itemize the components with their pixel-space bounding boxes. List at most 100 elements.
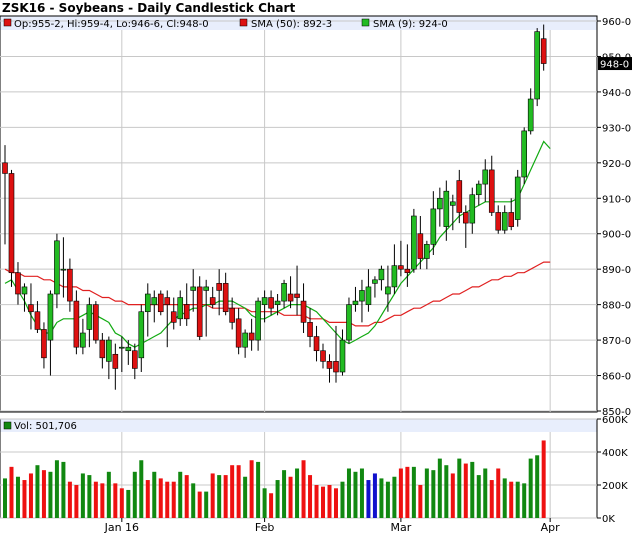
volume-bar <box>100 483 105 518</box>
x-tick-label: Feb <box>255 521 274 534</box>
candle <box>112 343 119 390</box>
candle-body <box>235 318 242 348</box>
candle <box>378 265 385 291</box>
candle <box>261 290 268 323</box>
candle <box>60 237 67 298</box>
candle <box>294 265 300 316</box>
price-tick-label: 870-0 <box>602 336 631 347</box>
volume-bar <box>165 481 170 518</box>
candle <box>281 279 287 309</box>
candle <box>300 283 307 333</box>
candle <box>450 194 456 231</box>
candle-body <box>540 38 547 64</box>
candle-body <box>521 130 528 178</box>
sma9-legend-swatch <box>361 18 370 27</box>
price-tick-label: 930-0 <box>602 123 631 134</box>
candle <box>514 169 521 227</box>
volume-legend-bar <box>0 419 597 432</box>
candle-body <box>488 169 495 213</box>
sma50-legend-swatch <box>239 18 248 27</box>
candle <box>99 333 106 369</box>
candle-body <box>359 290 365 302</box>
candle-body <box>320 350 326 362</box>
candle-body <box>60 268 67 271</box>
volume-bar <box>204 491 209 518</box>
candle <box>501 205 508 234</box>
candle <box>540 24 547 71</box>
ohlc-legend: Op:955-2, Hi:959-4, Lo:946-6, Cl:948-0 <box>14 19 209 30</box>
sma9-legend: SMA (9): 924-0 <box>373 19 448 30</box>
candle-body <box>190 286 197 291</box>
volume-bar <box>132 471 137 518</box>
candle <box>411 208 417 273</box>
candle-body <box>443 190 450 227</box>
volume-bar <box>295 468 300 518</box>
candle <box>196 276 203 341</box>
candle <box>287 276 294 309</box>
candle-body <box>274 300 281 305</box>
candle-body <box>229 307 235 323</box>
volume-bar <box>379 478 384 518</box>
volume-bar <box>35 465 40 518</box>
volume-bar <box>418 485 423 518</box>
volume-bar <box>139 460 144 518</box>
candle-body <box>47 293 54 341</box>
volume-bar <box>509 481 514 518</box>
candle <box>268 290 274 316</box>
last-price-label: 948-0 <box>598 57 632 71</box>
volume-bar <box>535 455 540 518</box>
candle-body <box>307 322 313 337</box>
x-tick-label: Jan 16 <box>104 521 139 534</box>
candle-body <box>21 286 28 295</box>
candle-body <box>391 265 398 288</box>
candle <box>229 297 235 330</box>
candle <box>2 145 8 245</box>
volume-bar <box>230 465 235 518</box>
price-tick-label: 850-0 <box>602 407 631 418</box>
candle-body <box>294 293 300 298</box>
volume-bar <box>457 458 462 518</box>
candle-body <box>2 162 8 174</box>
candle-body <box>300 300 307 323</box>
candle <box>274 294 281 316</box>
candle <box>183 283 190 326</box>
last-price-text: 948-0 <box>600 60 629 71</box>
volume-bar <box>87 475 92 518</box>
volume-bar <box>541 440 546 518</box>
candle-body <box>326 361 333 369</box>
candle <box>132 343 138 380</box>
volume-bar <box>119 488 124 518</box>
candle <box>151 290 158 323</box>
price-tick-label: 860-0 <box>602 372 631 383</box>
candle-body <box>514 176 521 220</box>
candle <box>391 244 398 294</box>
candle <box>15 262 21 305</box>
volume-bar <box>184 475 189 518</box>
candle <box>41 322 47 369</box>
candle-body <box>80 332 86 348</box>
candle <box>47 290 54 376</box>
chart-title: ZSK16 - Soybeans - Daily Candlestick Cha… <box>2 1 295 15</box>
volume-bar <box>489 480 494 518</box>
candle-body <box>125 346 132 352</box>
volume-bar <box>301 460 306 518</box>
volume-bar <box>327 485 332 518</box>
candle <box>86 297 93 348</box>
candle-body <box>112 353 119 369</box>
candle-body <box>157 293 164 313</box>
volume-tick-label: 600K <box>602 415 628 426</box>
price-tick-label: 940-0 <box>602 88 631 99</box>
volume-bar <box>450 473 455 518</box>
candle-body <box>170 311 177 323</box>
candle-body <box>216 283 222 291</box>
candle <box>170 297 177 330</box>
candle-body <box>534 31 540 100</box>
volume-bar <box>476 475 481 518</box>
candle-body <box>8 173 15 274</box>
candle-body <box>196 286 203 337</box>
candle <box>534 28 540 107</box>
volume-bar <box>463 463 468 518</box>
price-tick-label: 920-0 <box>602 159 631 170</box>
volume-bar <box>145 480 150 518</box>
